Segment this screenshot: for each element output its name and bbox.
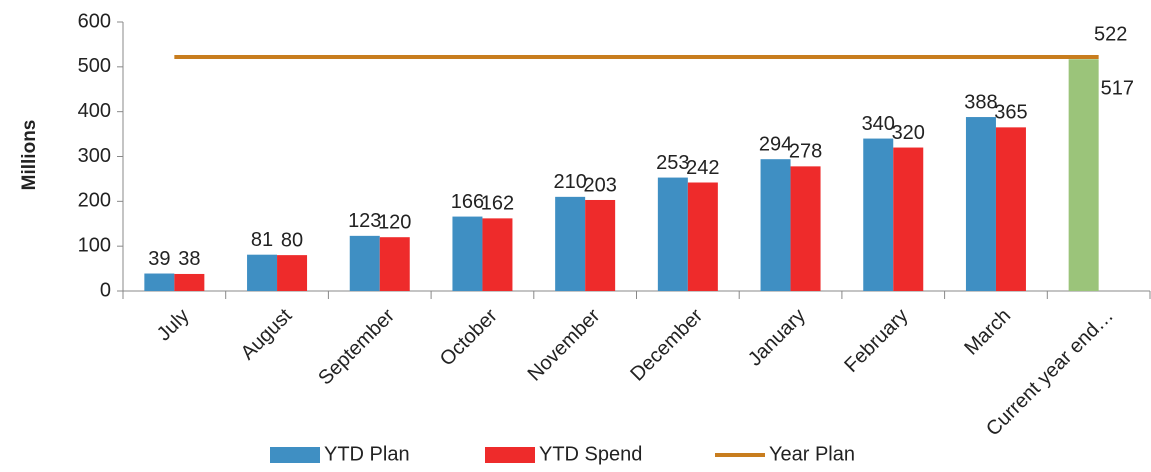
bar [555, 196, 586, 291]
legend-label: YTD Plan [324, 443, 410, 465]
x-tick-label: January [744, 305, 810, 371]
data-label: 162 [481, 193, 514, 215]
data-label: 522 [1094, 23, 1127, 45]
bar [790, 166, 821, 291]
bar [247, 254, 278, 291]
y-tick-label: 100 [78, 234, 111, 256]
bar [965, 117, 996, 292]
legend-label: YTD Spend [539, 443, 642, 465]
bar [277, 255, 308, 291]
data-label: 278 [789, 141, 822, 163]
data-label: 365 [994, 102, 1027, 124]
bar [379, 237, 410, 291]
data-label: 294 [759, 133, 792, 155]
data-label: 340 [862, 113, 895, 135]
y-tick-label: 200 [78, 190, 111, 212]
bar [144, 273, 175, 291]
data-label: 120 [378, 211, 411, 233]
legend-label: Year Plan [769, 443, 855, 465]
x-tick-label: December [626, 304, 707, 385]
bar [452, 216, 483, 291]
x-tick-label: September [314, 304, 399, 389]
y-axis-label: Millions [19, 120, 40, 191]
data-label: 210 [553, 171, 586, 193]
data-label: 320 [892, 122, 925, 144]
bar [1068, 59, 1099, 291]
bar [760, 159, 791, 291]
y-tick-label: 0 [100, 279, 111, 301]
bar [687, 182, 718, 291]
y-tick-label: 400 [78, 100, 111, 122]
y-tick-label: 300 [78, 145, 111, 167]
x-tick-label: March [960, 305, 1015, 360]
data-label: 38 [178, 248, 200, 270]
data-label: 388 [964, 91, 997, 113]
data-label: 80 [281, 229, 303, 251]
bar [657, 177, 688, 291]
bar [349, 235, 380, 291]
bar [893, 147, 924, 291]
bar [995, 127, 1026, 291]
x-tick-label: November [524, 304, 605, 385]
data-label: 123 [348, 210, 381, 232]
x-tick-label: February [840, 305, 912, 377]
y-tick-label: 600 [78, 10, 111, 32]
bar [174, 273, 205, 291]
data-label: 39 [148, 248, 170, 270]
y-tick-label: 500 [78, 55, 111, 77]
bar [863, 138, 894, 291]
legend-swatch [270, 447, 320, 463]
data-label: 81 [251, 229, 273, 251]
bar [482, 218, 513, 291]
legend-swatch [485, 447, 535, 463]
data-label: 166 [451, 191, 484, 213]
x-tick-label: July [153, 305, 194, 346]
data-label: 517 [1101, 77, 1134, 99]
x-tick-label: August [237, 304, 297, 364]
bar [585, 199, 616, 291]
data-label: 253 [656, 152, 689, 174]
data-label: 203 [583, 174, 616, 196]
data-label: 242 [686, 157, 719, 179]
x-tick-label: October [436, 304, 502, 370]
